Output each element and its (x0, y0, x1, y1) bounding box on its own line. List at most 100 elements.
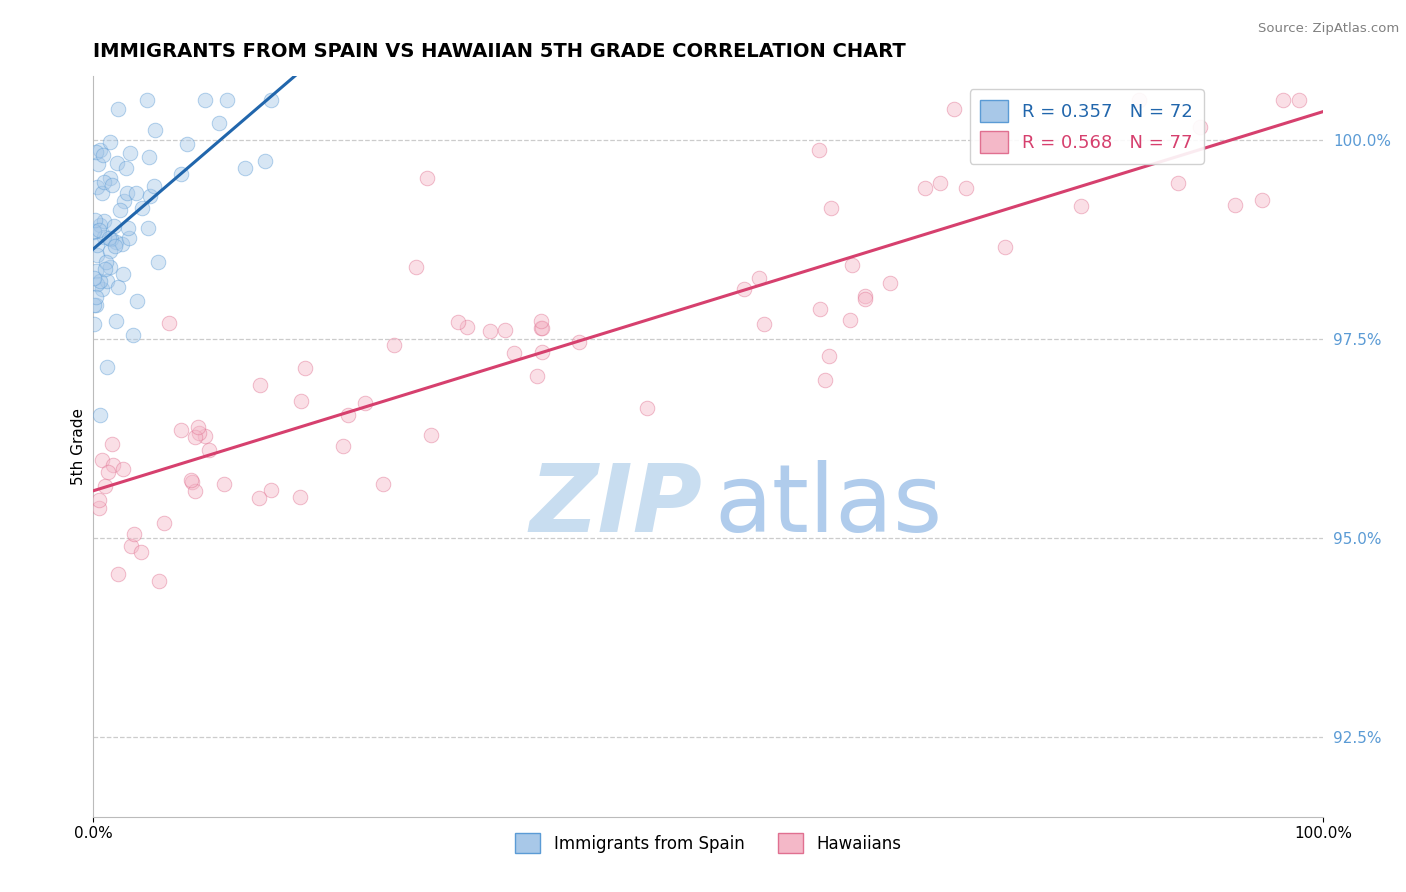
Point (526, 368, 548, 383)
Point (104, 235, 127, 250)
Point (83, 317, 105, 331)
Point (89, 493, 111, 508)
Text: ZIP: ZIP (529, 459, 702, 551)
Legend: R = 0.357   N = 72, R = 0.568   N = 77: R = 0.357 N = 72, R = 0.568 N = 77 (970, 89, 1204, 164)
Point (733, 282, 755, 296)
Point (208, 116, 231, 130)
Point (86, 277, 108, 292)
Point (115, 186, 138, 201)
Point (86, 298, 108, 312)
Point (115, 161, 138, 175)
Point (807, 143, 830, 157)
Point (100, 178, 122, 192)
Point (89, 143, 111, 157)
Y-axis label: 5th Grade: 5th Grade (72, 408, 86, 485)
Point (841, 258, 863, 272)
Point (100, 231, 122, 245)
Point (259, 93, 281, 107)
Point (105, 313, 128, 327)
Point (112, 267, 135, 281)
Point (176, 137, 198, 152)
Point (170, 167, 193, 181)
Point (530, 345, 553, 359)
Point (93, 230, 115, 244)
Point (180, 473, 202, 487)
Point (90, 186, 112, 201)
Point (96, 360, 118, 375)
Point (371, 476, 394, 491)
Point (1128, 93, 1150, 107)
Point (146, 255, 169, 269)
Point (104, 239, 127, 253)
Point (94, 255, 117, 269)
Point (96, 274, 118, 288)
Point (184, 483, 207, 498)
Point (118, 231, 141, 245)
Point (447, 315, 470, 329)
Point (416, 171, 439, 186)
Point (853, 292, 876, 306)
Point (110, 236, 132, 251)
Point (1166, 176, 1188, 190)
Point (1189, 120, 1212, 134)
Point (86, 264, 108, 278)
Point (181, 475, 204, 489)
Point (249, 377, 271, 392)
Point (101, 437, 124, 451)
Point (84, 145, 107, 160)
Point (813, 374, 835, 388)
Point (853, 288, 876, 302)
Point (129, 545, 152, 559)
Point (820, 201, 842, 215)
Point (294, 360, 316, 375)
Point (143, 179, 166, 194)
Point (157, 316, 180, 330)
Point (89, 218, 111, 232)
Point (636, 401, 658, 416)
Point (107, 567, 129, 582)
Point (98, 260, 121, 275)
Point (103, 219, 125, 233)
Point (93, 175, 115, 189)
Point (145, 123, 167, 137)
Point (479, 324, 502, 338)
Point (120, 539, 142, 553)
Point (247, 491, 270, 505)
Point (89, 274, 111, 288)
Text: Source: ZipAtlas.com: Source: ZipAtlas.com (1258, 22, 1399, 36)
Point (83, 271, 105, 285)
Point (131, 201, 153, 215)
Point (336, 408, 359, 422)
Point (84, 213, 107, 227)
Point (86, 180, 108, 194)
Point (503, 346, 526, 360)
Point (808, 301, 831, 316)
Point (93, 213, 115, 227)
Point (332, 439, 354, 453)
Point (84, 290, 107, 304)
Point (233, 161, 256, 175)
Point (97, 465, 120, 479)
Point (86, 248, 108, 262)
Point (108, 202, 131, 217)
Point (91, 453, 114, 467)
Point (188, 426, 211, 441)
Point (260, 483, 283, 497)
Point (153, 516, 176, 530)
Point (1288, 93, 1310, 107)
Point (838, 312, 860, 326)
Point (97, 231, 120, 245)
Point (170, 424, 193, 438)
Point (90, 282, 112, 296)
Point (187, 419, 209, 434)
Point (994, 240, 1017, 254)
Point (943, 102, 966, 116)
Point (494, 323, 516, 337)
Point (136, 221, 159, 235)
Point (117, 220, 139, 235)
Point (353, 395, 375, 409)
Point (748, 271, 770, 285)
Point (94, 262, 117, 277)
Point (215, 93, 238, 107)
Point (531, 320, 554, 334)
